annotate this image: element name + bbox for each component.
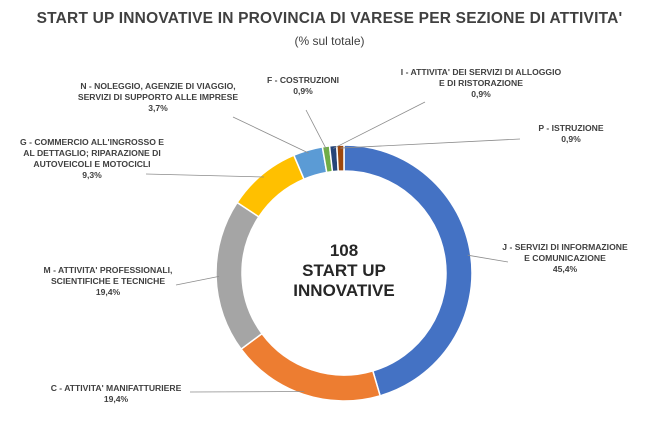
leader-line (189, 391, 305, 393)
slice-category-label: E DI RISTORAZIONE (439, 78, 523, 88)
center-label: INNOVATIVE (293, 281, 394, 300)
slice-category-label: AUTOVEICOLI E MOTOCICLI (33, 159, 150, 169)
leader-line (340, 138, 521, 149)
leader-line (145, 173, 264, 178)
slice-category-label: M - ATTIVITA' PROFESSIONALI, (44, 265, 173, 275)
slice-value-label: 3,7% (148, 103, 168, 113)
leader-line (175, 275, 220, 286)
donut-slice (215, 201, 264, 351)
slice-category-label: G - COMMERCIO ALL'INGROSSO E (20, 137, 164, 147)
slice-category-label: E COMUNICAZIONE (524, 253, 606, 263)
leader-line (305, 109, 327, 150)
leader-line (333, 101, 426, 149)
slice-label: F - COSTRUZIONI 0,9% (267, 75, 339, 96)
donut-slice (236, 154, 306, 218)
slice-category-label: J - SERVIZI DI INFORMAZIONE (502, 242, 628, 252)
donut-slice (335, 144, 345, 172)
slice-label: M - ATTIVITA' PROFESSIONALI, SCIENTIFICHE… (44, 265, 173, 297)
slice-category-label: AL DETTAGLIO; RIPARAZIONE DI (23, 148, 161, 158)
slice-label: I - ATTIVITA' DEI SERVIZI DI ALLOGGIO E D… (401, 67, 562, 99)
slice-label: N - NOLEGGIO, AGENZIE DI VIAGGIO, SERVIZI… (78, 81, 239, 113)
slice-label: P - ISTRUZIONE 0,9% (538, 123, 604, 144)
slice-value-label: 0,9% (293, 86, 313, 96)
slice-label: G - COMMERCIO ALL'INGROSSO E AL DETTAGLIO… (20, 137, 164, 180)
slice-value-label: 19,4% (104, 394, 129, 404)
slice-category-label: F - COSTRUZIONI (267, 75, 339, 85)
donut-slice (240, 332, 382, 402)
slice-value-label: 9,3% (82, 170, 102, 180)
slice-value-label: 19,4% (96, 287, 121, 297)
slice-category-label: N - NOLEGGIO, AGENZIE DI VIAGGIO, (80, 81, 235, 91)
slice-category-label: P - ISTRUZIONE (538, 123, 604, 133)
slice-label: C - ATTIVITA' MANIFATTURIERE 19,4% (51, 383, 182, 404)
leader-line (232, 116, 309, 154)
slice-category-label: C - ATTIVITA' MANIFATTURIERE (51, 383, 182, 393)
chart-title: START UP INNOVATIVE IN PROVINCIA DI VARE… (36, 10, 623, 27)
slice-category-label: SERVIZI DI SUPPORTO ALLE IMPRESE (78, 92, 239, 102)
slice-label: J - SERVIZI DI INFORMAZIONE E COMUNICAZIO… (502, 242, 628, 274)
slice-value-label: 45,4% (553, 264, 578, 274)
slice-value-label: 0,9% (561, 134, 581, 144)
slice-value-label: 0,9% (471, 89, 491, 99)
leader-line (467, 254, 509, 263)
center-label: 108 (330, 241, 358, 260)
center-label: START UP (302, 261, 386, 280)
slice-category-label: I - ATTIVITA' DEI SERVIZI DI ALLOGGIO (401, 67, 562, 77)
slice-category-label: SCIENTIFICHE E TECNICHE (51, 276, 165, 286)
chart-subtitle: (% sul totale) (294, 34, 365, 48)
